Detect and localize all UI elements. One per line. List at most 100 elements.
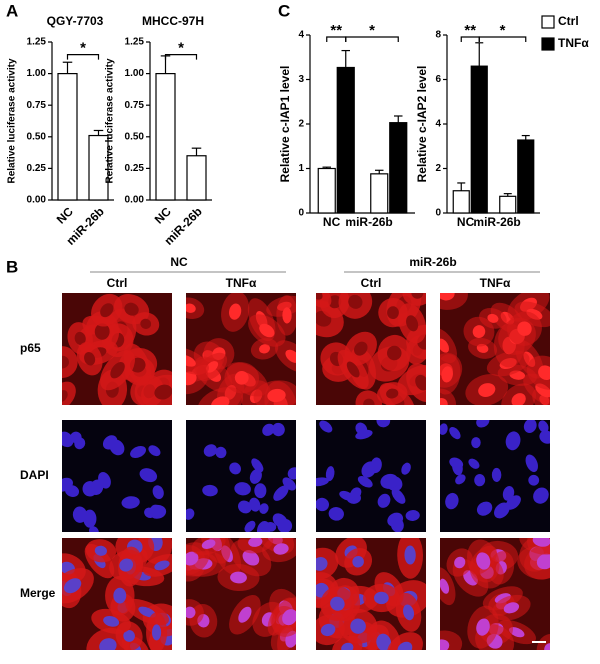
nucleus [229, 303, 242, 320]
micrograph [62, 293, 172, 405]
row-label: p65 [20, 341, 41, 355]
nucleus [536, 553, 550, 570]
nucleus [440, 423, 448, 435]
y-tick-label: 0.50 [27, 131, 47, 142]
y-tick-label: 0.75 [125, 100, 145, 111]
nucleus [100, 303, 114, 318]
legend-swatch [541, 15, 555, 29]
chart-title: QGY-7703 [47, 14, 104, 28]
nucleus [440, 293, 455, 301]
column-label: TNFα [480, 276, 511, 290]
micrograph [316, 420, 426, 532]
nucleus [110, 362, 125, 379]
nucleus [377, 493, 391, 508]
y-axis-label: Relative luciferase activity [7, 58, 18, 184]
nucleus [215, 446, 227, 459]
nucleus [72, 506, 87, 523]
nucleus [148, 445, 161, 457]
nucleus [539, 430, 550, 444]
panel-label: A [6, 1, 18, 20]
micrograph [316, 538, 426, 650]
x-tick-label: NC [457, 215, 475, 229]
nucleus [154, 384, 172, 400]
nucleus [455, 474, 466, 485]
nucleus [186, 371, 197, 386]
nucleus [533, 487, 549, 504]
bar [336, 66, 355, 214]
micrograph [440, 538, 550, 650]
nucleus [138, 606, 156, 618]
x-tick-label: NC [54, 204, 76, 226]
nucleus [440, 397, 448, 405]
nucleus [319, 420, 333, 433]
nucleus [523, 420, 537, 433]
bar [389, 122, 408, 214]
bracket [66, 54, 100, 60]
nucleus [440, 639, 450, 650]
y-tick-label: 3 [298, 74, 304, 85]
nucleus [234, 482, 251, 496]
y-axis-label: Relative luciferase activity [105, 58, 116, 184]
y-tick-label: 8 [435, 30, 441, 41]
y-tick-label: 0 [298, 208, 304, 219]
nucleus [401, 462, 411, 475]
column-label: TNFα [226, 276, 257, 290]
column-label: Ctrl [107, 276, 128, 290]
x-tick-label: miR-26b [473, 215, 520, 229]
nucleus [474, 473, 486, 487]
nucleus [476, 501, 493, 516]
nucleus [405, 510, 420, 521]
nucleus [476, 552, 491, 570]
nucleus [113, 587, 127, 604]
nucleus [387, 345, 402, 361]
nucleus [328, 295, 342, 309]
x-tick-label: miR-26b [345, 215, 392, 229]
nucleus [121, 496, 140, 509]
micrograph [62, 420, 172, 532]
nucleus [320, 623, 336, 637]
y-tick-label: 2 [435, 163, 441, 174]
nucleus [259, 323, 275, 338]
micrograph [62, 538, 172, 650]
nucleus [391, 488, 406, 504]
nucleus [186, 606, 196, 619]
y-tick-label: 0.00 [125, 195, 145, 206]
nucleus [374, 591, 389, 605]
image-background [186, 420, 296, 532]
bar [57, 72, 78, 201]
chart-title: MHCC-97H [142, 14, 204, 28]
bracket [164, 54, 198, 60]
nucleus [440, 338, 449, 353]
nucleus [90, 479, 104, 495]
nucleus [62, 390, 68, 403]
nucleus [411, 293, 424, 299]
nucleus [94, 545, 107, 556]
legend-label: Ctrl [558, 14, 579, 28]
nucleus [251, 458, 264, 473]
y-tick-label: 4 [298, 30, 304, 41]
nucleus [517, 321, 532, 336]
y-tick-label: 0.50 [125, 131, 145, 142]
bar [370, 173, 389, 214]
nucleus [339, 490, 354, 501]
nucleus [387, 306, 399, 320]
micrograph [186, 538, 296, 650]
nucleus [99, 638, 117, 650]
y-axis-label: Relative c-IAP1 level [278, 66, 292, 183]
y-tick-label: 0.25 [125, 163, 145, 174]
nucleus [441, 366, 453, 383]
bar [155, 72, 176, 201]
nucleus [341, 642, 354, 650]
nucleus [84, 352, 96, 366]
nucleus [471, 437, 481, 449]
nucleus [229, 462, 241, 475]
nucleus [404, 545, 416, 565]
nucleus [505, 495, 521, 510]
bar [517, 139, 535, 214]
y-tick-label: 0.75 [27, 100, 47, 111]
nucleus [123, 629, 135, 642]
nucleus [203, 444, 217, 457]
nucleus [259, 344, 271, 354]
nucleus [476, 618, 490, 636]
